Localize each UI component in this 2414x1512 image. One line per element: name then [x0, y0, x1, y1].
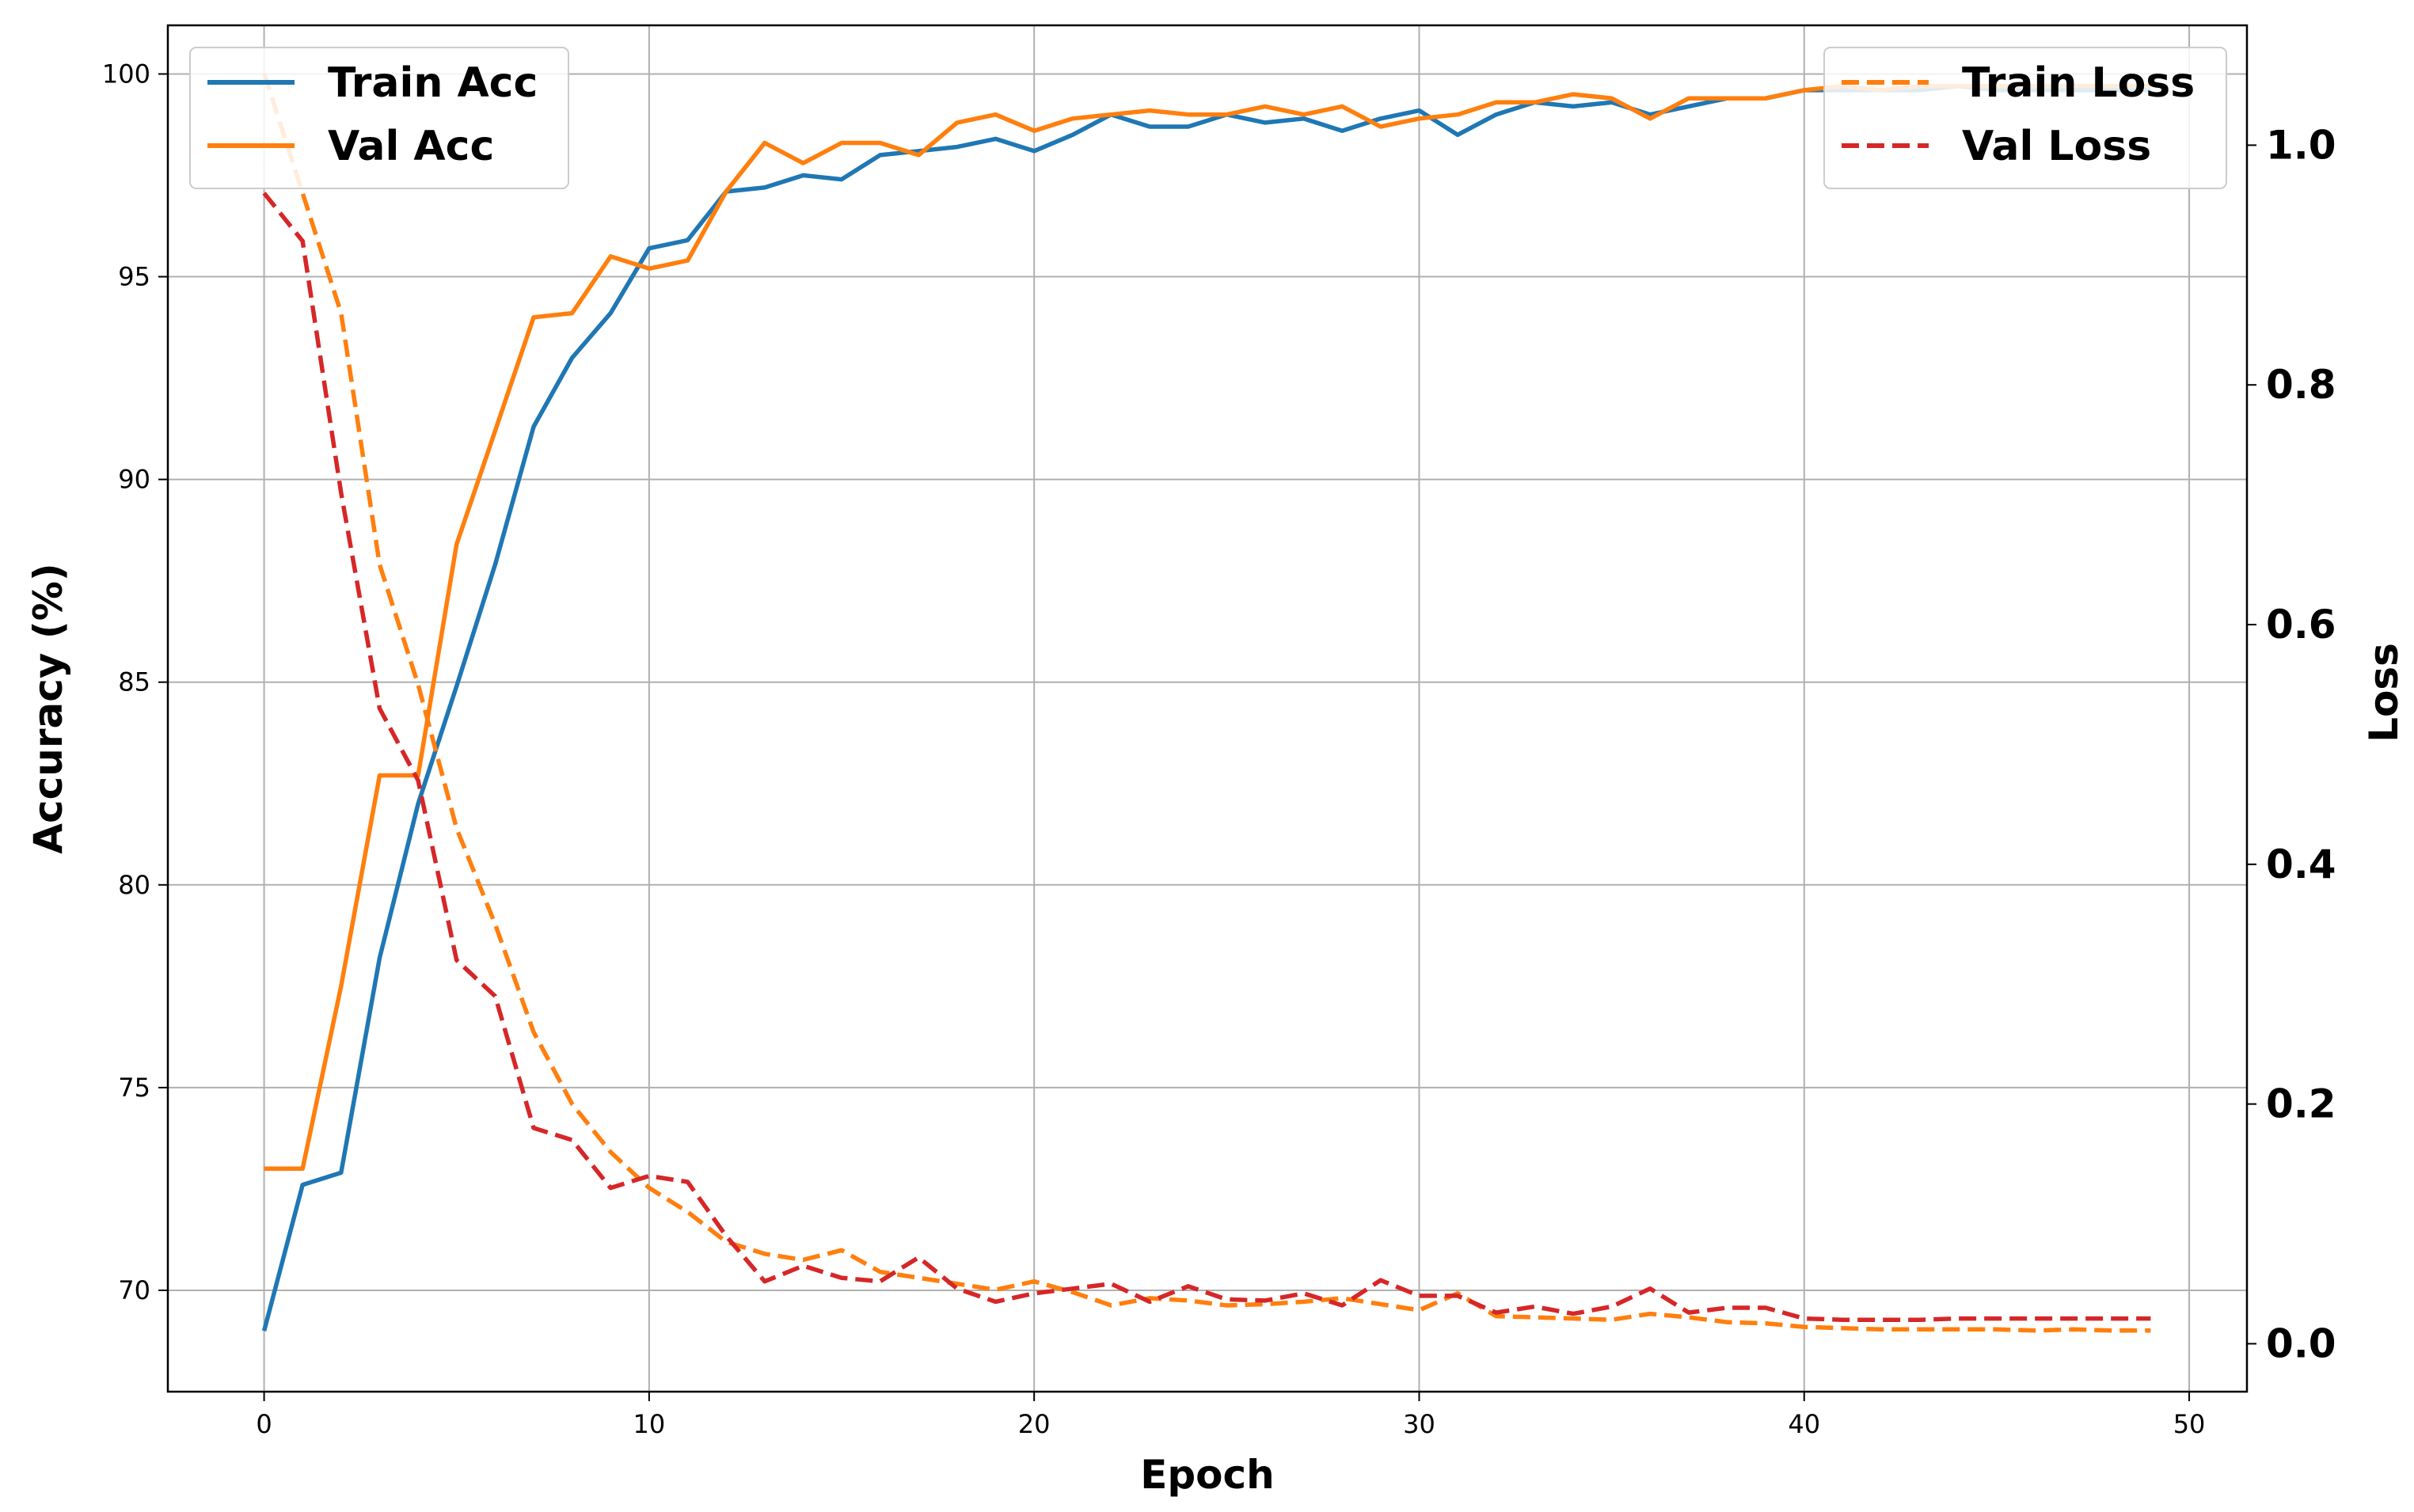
y-left-tick-label: 85: [118, 667, 150, 697]
series-layer: [261, 72, 2151, 1333]
x-tick-label: 50: [2173, 1409, 2206, 1439]
legend-left: Train Acc Val Acc: [189, 47, 569, 189]
y-right-tick-label: 1.0: [2266, 122, 2336, 168]
series-train-loss-line: [261, 72, 2151, 1333]
y-left-tick-label: 80: [118, 870, 150, 900]
x-tick-label: 0: [256, 1409, 272, 1439]
x-axis-label: Epoch: [1140, 1452, 1275, 1498]
y-left-tick-label: 100: [102, 59, 150, 89]
y-right-axis-label: Loss: [2361, 643, 2407, 743]
y-right-tick-label: 0.0: [2266, 1320, 2336, 1366]
plot-frame: [166, 24, 2249, 1393]
x-tick-label: 40: [1788, 1409, 1820, 1439]
x-tick-label: 10: [633, 1409, 666, 1439]
legend-val-loss-label: Val Loss: [1962, 123, 2151, 170]
series-train-acc-line: [261, 84, 2151, 1332]
y-left-tick-label: 90: [118, 465, 150, 495]
series-val-acc-line: [264, 84, 2151, 1172]
y-right-tick-label: 0.2: [2266, 1081, 2336, 1127]
legend-val-acc-label: Val Acc: [328, 123, 494, 170]
legend-train-acc-label: Train Acc: [328, 59, 538, 107]
y-left-tick-label: 70: [118, 1275, 150, 1305]
x-tick-label: 20: [1018, 1409, 1051, 1439]
y-left-tick-label: 75: [118, 1073, 150, 1103]
legend-right: Train Loss Val Loss: [1823, 47, 2227, 189]
x-tick-label: 30: [1403, 1409, 1435, 1439]
series-val-loss-line: [262, 192, 2151, 1322]
y-right-tick-label: 0.4: [2266, 841, 2336, 887]
ticks-layer: 0 10 20 30 40 50 70 75 80 85 90 95 100 0.0 0.2 0.4 0.6 0.…: [102, 59, 2336, 1439]
grid: [168, 25, 2247, 1392]
y-right-tick-label: 0.8: [2266, 362, 2336, 408]
y-left-axis-label: Accuracy (%): [25, 563, 71, 853]
y-left-tick-label: 95: [118, 262, 150, 292]
y-right-tick-label: 0.6: [2266, 602, 2336, 648]
legend-train-loss-label: Train Loss: [1962, 59, 2195, 107]
